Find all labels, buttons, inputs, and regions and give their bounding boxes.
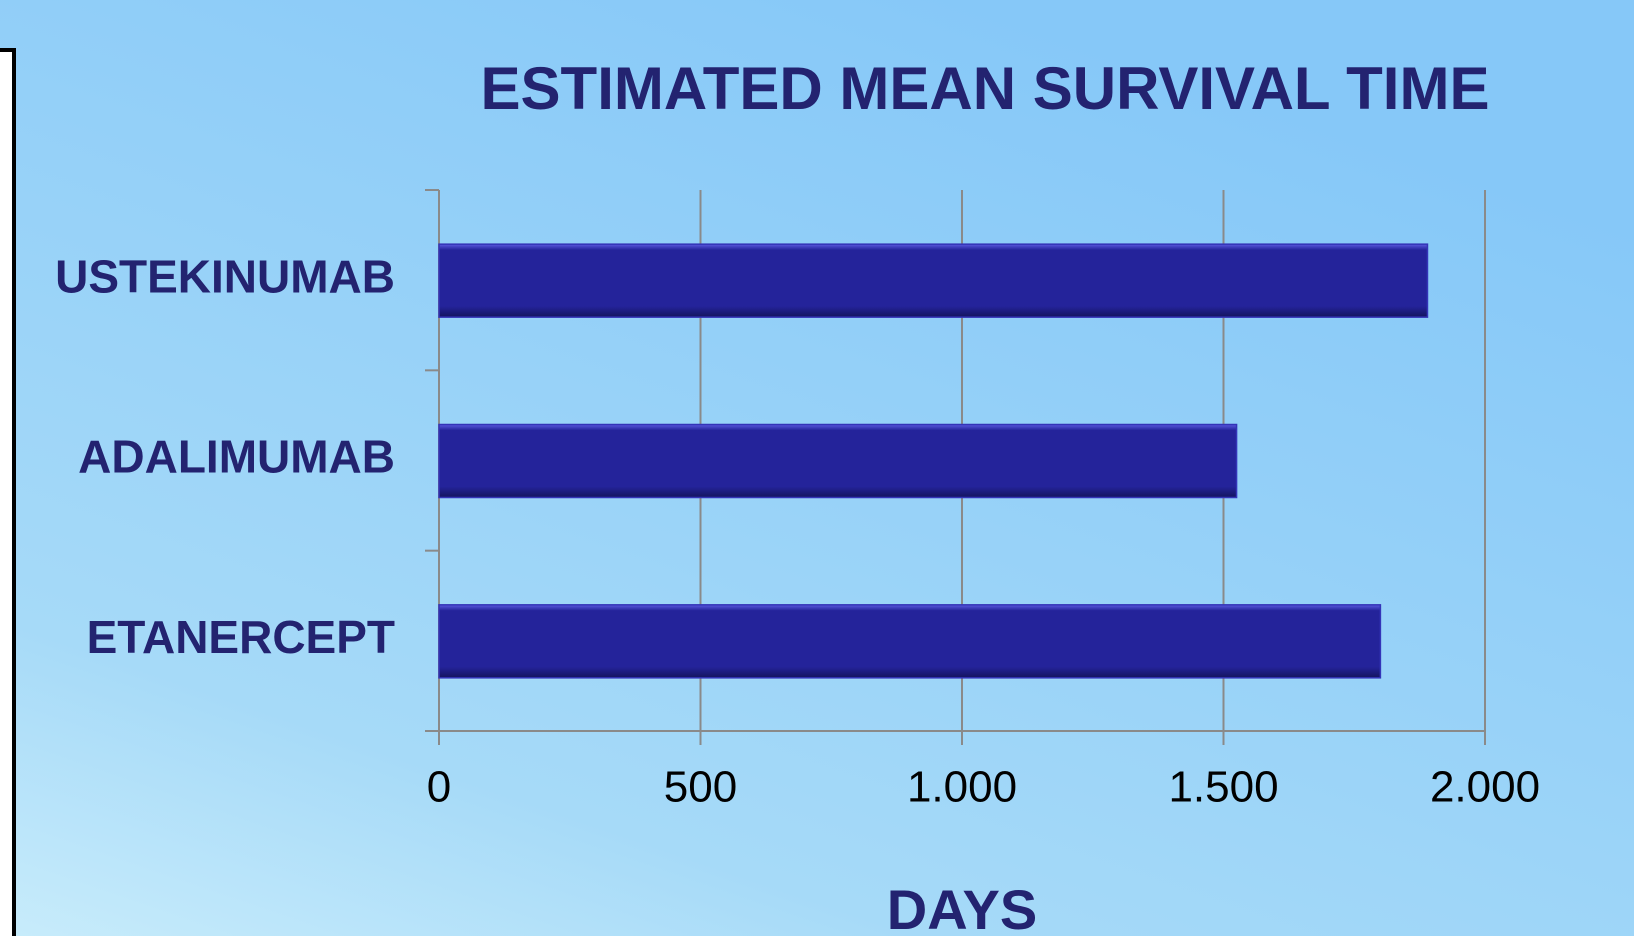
y-tick-label: ADALIMUMAB <box>78 431 395 483</box>
x-tick-label: 0 <box>427 763 451 812</box>
bar <box>438 243 1429 318</box>
y-tick-label: ETANERCEPT <box>87 611 395 663</box>
x-tick-label: 500 <box>664 763 737 812</box>
x-axis-label: DAYS <box>887 878 1037 936</box>
bar <box>438 604 1382 679</box>
y-tick-label: USTEKINUMAB <box>55 250 395 302</box>
side-frame <box>0 48 16 936</box>
x-tick-label: 2.000 <box>1430 763 1540 812</box>
bar <box>438 423 1238 499</box>
x-tick-label: 1.500 <box>1168 763 1278 812</box>
chart-title: ESTIMATED MEAN SURVIVAL TIME <box>481 55 1490 122</box>
x-tick-label: 1.000 <box>907 763 1017 812</box>
